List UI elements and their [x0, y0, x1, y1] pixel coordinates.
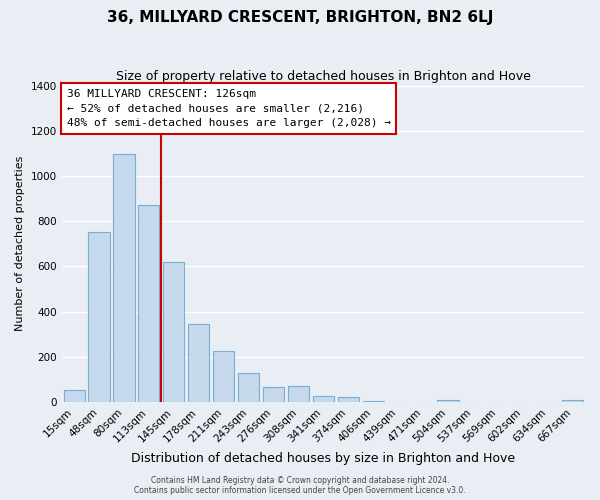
- X-axis label: Distribution of detached houses by size in Brighton and Hove: Distribution of detached houses by size …: [131, 452, 515, 465]
- Bar: [263, 388, 284, 402]
- Bar: [138, 206, 160, 402]
- Bar: [338, 398, 359, 402]
- Bar: [562, 400, 583, 402]
- Title: Size of property relative to detached houses in Brighton and Hove: Size of property relative to detached ho…: [116, 70, 531, 83]
- Bar: [238, 372, 259, 402]
- Bar: [163, 262, 184, 402]
- Bar: [288, 386, 309, 402]
- Text: Contains HM Land Registry data © Crown copyright and database right 2024.
Contai: Contains HM Land Registry data © Crown c…: [134, 476, 466, 495]
- Bar: [213, 351, 234, 402]
- Bar: [188, 324, 209, 402]
- Text: 36 MILLYARD CRESCENT: 126sqm
← 52% of detached houses are smaller (2,216)
48% of: 36 MILLYARD CRESCENT: 126sqm ← 52% of de…: [67, 88, 391, 128]
- Bar: [88, 232, 110, 402]
- Text: 36, MILLYARD CRESCENT, BRIGHTON, BN2 6LJ: 36, MILLYARD CRESCENT, BRIGHTON, BN2 6LJ: [107, 10, 493, 25]
- Bar: [313, 396, 334, 402]
- Bar: [437, 400, 458, 402]
- Bar: [64, 390, 85, 402]
- Y-axis label: Number of detached properties: Number of detached properties: [15, 156, 25, 332]
- Bar: [113, 154, 134, 402]
- Bar: [362, 401, 384, 402]
